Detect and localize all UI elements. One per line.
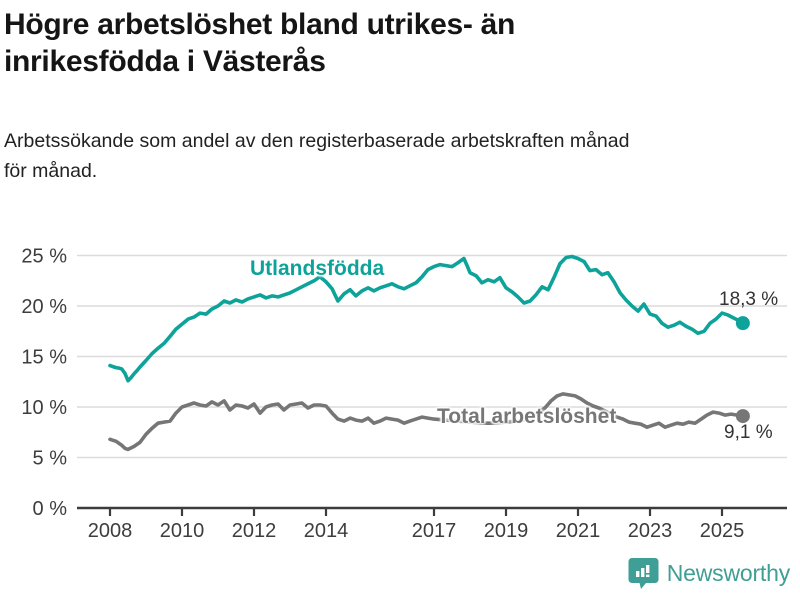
x-tick-label: 2021 bbox=[556, 520, 601, 542]
y-tick-label: 15 % bbox=[21, 347, 67, 369]
x-tick-label: 2019 bbox=[484, 520, 529, 542]
y-tick-label: 20 % bbox=[21, 296, 67, 318]
x-tick-label: 2008 bbox=[88, 520, 133, 542]
x-tick-label: 2012 bbox=[232, 520, 277, 542]
end-value-label-total: 9,1 % bbox=[724, 422, 773, 443]
end-value-label-utlandsfodda: 18,3 % bbox=[719, 289, 779, 310]
x-tick-label: 2025 bbox=[700, 520, 745, 542]
title-line-2: inrikesfödda i Västerås bbox=[4, 45, 326, 78]
y-tick-label: 10 % bbox=[21, 397, 67, 419]
subtitle-line-2: för månad. bbox=[4, 160, 98, 182]
newsworthy-logo: Newsworthy bbox=[628, 557, 790, 590]
chart-header: Högre arbetslöshet bland utrikes- än inri… bbox=[0, 0, 800, 80]
newsworthy-wordmark: Newsworthy bbox=[666, 560, 790, 586]
title-line-1: Högre arbetslöshet bland utrikes- än bbox=[4, 8, 515, 41]
subtitle-line-1: Arbetssökande som andel av den registerb… bbox=[4, 130, 630, 152]
x-tick-label: 2017 bbox=[412, 520, 457, 542]
y-tick-label: 0 % bbox=[33, 498, 68, 520]
series-line-utlandsfodda bbox=[108, 254, 745, 383]
page-title: Högre arbetslöshet bland utrikes- än inri… bbox=[4, 6, 796, 80]
bar-chart-speech-bubble-icon bbox=[628, 558, 659, 589]
chart-subtitle: Arbetssökande som andel av den registerb… bbox=[4, 126, 629, 186]
series-label-total-arbetsloshet: Total arbetslöshet bbox=[437, 405, 617, 428]
series-label-utlandsfodda: Utlandsfödda bbox=[250, 257, 385, 280]
series-end-dot-total-arbetsloshet bbox=[735, 409, 750, 424]
x-tick-label: 2023 bbox=[628, 520, 673, 542]
series-line-total-arbetsloshet bbox=[108, 392, 745, 452]
x-tick-label: 2010 bbox=[160, 520, 205, 542]
y-tick-label: 5 % bbox=[33, 448, 68, 470]
y-tick-label: 25 % bbox=[21, 246, 67, 268]
x-tick-label: 2014 bbox=[304, 520, 349, 542]
series-end-dot-utlandsfodda bbox=[735, 316, 750, 331]
